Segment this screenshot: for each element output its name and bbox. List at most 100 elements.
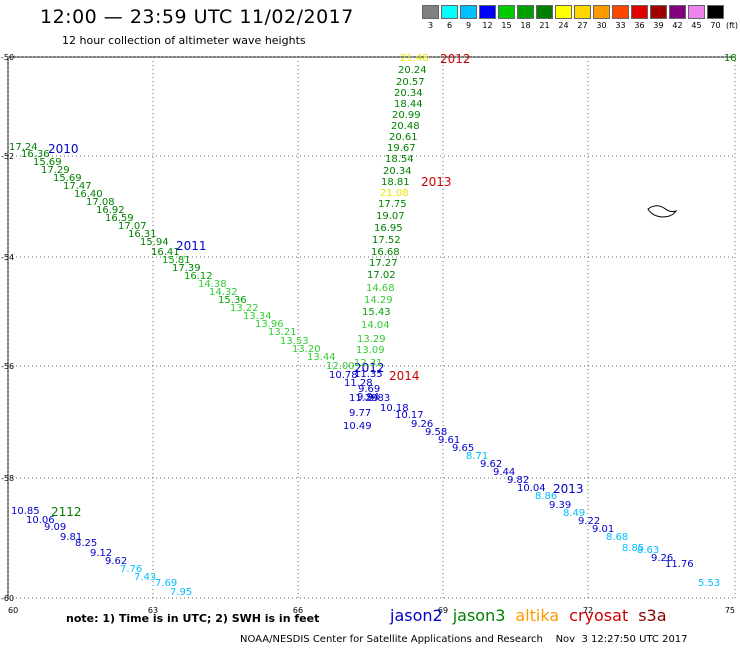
colorbar-swatch xyxy=(555,5,572,19)
colorbar-label: 18 xyxy=(520,21,531,30)
track-3-swh-value: 7.76 xyxy=(120,564,142,575)
track-2-swh-value: 17.02 xyxy=(367,270,396,281)
latitude-label: -52 xyxy=(1,152,14,161)
track-2-hour-label: 2013 xyxy=(421,175,452,189)
track-2-swh-value: 14.68 xyxy=(366,283,395,294)
satellite-legend-item: jason2 xyxy=(390,606,443,625)
latitude-label: -60 xyxy=(1,594,14,603)
track-1-swh-value: 15.94 xyxy=(140,237,169,248)
track-1-swh-value: 9.26 xyxy=(411,419,433,430)
track-3-swh-value: 9.81 xyxy=(60,532,82,543)
track-2-swh-value: 20.34 xyxy=(394,88,423,99)
track-2-swh-value: 16.95 xyxy=(374,223,403,234)
track-2-swh-value: 20.61 xyxy=(389,132,418,143)
track-1-swh-value: 9.44 xyxy=(493,467,515,478)
satellite-legend-item: cryosat xyxy=(569,606,629,625)
track-4-swh-value: 5.53 xyxy=(698,578,720,589)
longitude-label: 60 xyxy=(8,606,18,615)
track-1-swh-value: 10.04 xyxy=(517,483,546,494)
track-1-swh-value: 14.38 xyxy=(198,279,227,290)
colorbar-label: 3 xyxy=(427,21,434,30)
track-1-swh-value: 14.32 xyxy=(209,287,238,298)
track-1-swh-value: 16.12 xyxy=(184,271,213,282)
track-1-swh-value: 10.78 xyxy=(329,370,358,381)
track-1-swh-value: 16.92 xyxy=(96,205,125,216)
longitude-label: 69 xyxy=(438,606,448,615)
track-1-swh-value: 17.29 xyxy=(41,165,70,176)
colorbar-label: 12 xyxy=(482,21,493,30)
track-2-hour-label: 2014 xyxy=(389,369,420,383)
satellite-legend-item: altika xyxy=(515,606,560,625)
colorbar-swatch xyxy=(650,5,667,19)
track-3-swh-value: 7.69 xyxy=(155,578,177,589)
colorbar-label: 9 xyxy=(465,21,472,30)
longitude-label: 75 xyxy=(725,606,735,615)
colorbar-swatch xyxy=(574,5,591,19)
track-1-swh-value: 16.36 xyxy=(21,149,50,160)
track-3-swh-value: 8.25 xyxy=(75,538,97,549)
track-1-swh-value: 13.53 xyxy=(280,336,309,347)
track-1-swh-value: 9.58 xyxy=(425,427,447,438)
track-3-swh-value: 7.43 xyxy=(134,572,156,583)
credit-line: NOAA/NESDIS Center for Satellite Applica… xyxy=(240,634,688,645)
track-1-swh-value: 15.69 xyxy=(33,157,62,168)
track-2-swh-value: 10.49 xyxy=(343,421,372,432)
track-3-swh-value: 10.85 xyxy=(11,506,40,517)
track-2-swh-value: 19.07 xyxy=(376,211,405,222)
track-1-swh-value: 8.68 xyxy=(606,532,628,543)
track-1-swh-value: 13.22 xyxy=(230,303,259,314)
track-1-swh-value: 16.59 xyxy=(105,213,134,224)
track-2-swh-value: 13.29 xyxy=(357,334,386,345)
track-1-swh-value: 11.35 xyxy=(354,369,383,380)
track-1-hour-label: 2013 xyxy=(553,482,584,496)
track-2-hour-label: 2012 xyxy=(440,52,471,66)
track-2-swh-value: 20.34 xyxy=(383,166,412,177)
track-2-swh-value: 15.43 xyxy=(362,307,391,318)
satellite-legend: jason2 jason3 altika cryosat s3a xyxy=(390,606,677,625)
colorbar-label: 21 xyxy=(539,21,550,30)
colorbar-swatch xyxy=(593,5,610,19)
track-3-swh-value: 9.62 xyxy=(105,556,127,567)
colorbar-swatch xyxy=(498,5,515,19)
longitude-label: 63 xyxy=(148,606,158,615)
track-2-swh-value: 17.52 xyxy=(372,235,401,246)
latitude-label: -58 xyxy=(1,474,14,483)
track-1-swh-value: 11.29 xyxy=(349,393,378,404)
colorbar-swatch xyxy=(441,5,458,19)
satellite-legend-item: jason3 xyxy=(452,606,506,625)
colorbar-label: 70 xyxy=(710,21,721,30)
track-1-swh-value: 9.65 xyxy=(452,443,474,454)
colorbar-swatch xyxy=(517,5,534,19)
colorbar-label: 24 xyxy=(558,21,569,30)
colorbar-swatch xyxy=(612,5,629,19)
track-1-swh-value: 17.39 xyxy=(172,263,201,274)
track-1-swh-value: 16.31 xyxy=(128,229,157,240)
track-2-swh-value: 18.54 xyxy=(385,154,414,165)
track-1-swh-value: 17.47 xyxy=(63,181,92,192)
track-2-swh-value: 14.29 xyxy=(364,295,393,306)
track-1-swh-value: 17.07 xyxy=(118,221,147,232)
track-1-swh-value: 15.81 xyxy=(162,255,191,266)
island-outline xyxy=(647,205,678,218)
track-1-swh-value: 10.17 xyxy=(395,410,424,421)
colorbar-label: 42 xyxy=(672,21,683,30)
colorbar-swatch xyxy=(460,5,477,19)
track-1-swh-value: 11.28 xyxy=(344,378,373,389)
track-2-swh-value: 17.27 xyxy=(369,258,398,269)
colorbar-label: 36 xyxy=(634,21,645,30)
latitude-label: -56 xyxy=(1,362,14,371)
colorbar-swatch xyxy=(479,5,496,19)
track-2-swh-value: 14.04 xyxy=(361,320,390,331)
colorbar-label: 39 xyxy=(653,21,664,30)
track-1-swh-value: 8.49 xyxy=(563,508,585,519)
track-2-swh-value: 9.77 xyxy=(349,408,371,419)
track-1-swh-value: 9.69 xyxy=(358,384,380,395)
track-1-swh-value: 9.82 xyxy=(507,475,529,486)
track-1-swh-value: 9.83 xyxy=(368,393,390,404)
track-1-swh-value: 9.22 xyxy=(578,516,600,527)
satellite-legend-item: s3a xyxy=(638,606,667,625)
track-1-swh-value: 15.36 xyxy=(218,295,247,306)
colorbar-swatch xyxy=(707,5,724,19)
colorbar-label: 15 xyxy=(501,21,512,30)
